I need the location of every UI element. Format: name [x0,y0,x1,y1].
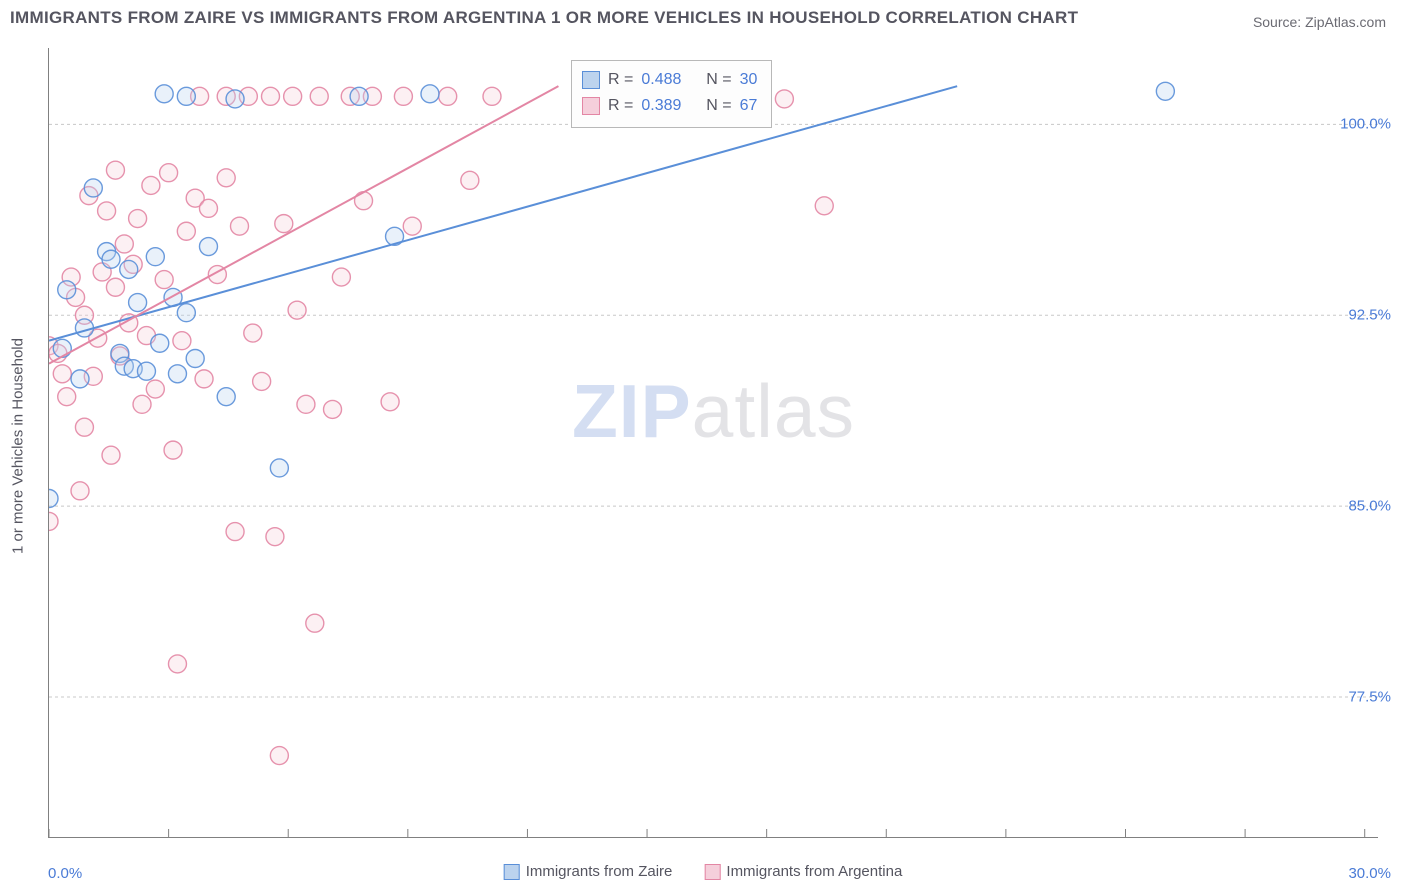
y-tick-label: 85.0% [1348,498,1391,515]
legend-swatch-series1-icon [504,864,520,880]
legend-swatch-series2-icon [704,864,720,880]
legend-label-series1: Immigrants from Zaire [526,863,673,880]
r-label: R = [608,93,633,119]
r-value-series2: 0.389 [641,93,681,119]
y-tick-label: 100.0% [1340,116,1391,133]
plot-area: R = 0.488 N = 30 R = 0.389 N = 67 ZIPatl… [48,48,1378,838]
legend-item-series2: Immigrants from Argentina [704,863,902,880]
legend-item-series1: Immigrants from Zaire [504,863,673,880]
r-label: R = [608,67,633,93]
chart-title: IMMIGRANTS FROM ZAIRE VS IMMIGRANTS FROM… [10,8,1078,28]
swatch-series2-icon [582,97,600,115]
y-tick-label: 77.5% [1348,689,1391,706]
x-tick-max: 30.0% [1348,865,1391,882]
y-tick-label: 92.5% [1348,307,1391,324]
scatter-svg [49,48,1378,837]
n-label: N = [706,67,731,93]
legend-label-series2: Immigrants from Argentina [726,863,902,880]
n-label: N = [706,93,731,119]
correlation-legend-box: R = 0.488 N = 30 R = 0.389 N = 67 [571,60,772,128]
x-tick-min: 0.0% [48,865,82,882]
corr-row-series1: R = 0.488 N = 30 [582,67,757,93]
n-value-series1: 30 [740,67,758,93]
y-axis-title: 1 or more Vehicles in Household [10,338,27,554]
corr-row-series2: R = 0.389 N = 67 [582,93,757,119]
swatch-series1-icon [582,71,600,89]
bottom-legend: Immigrants from Zaire Immigrants from Ar… [504,863,903,880]
n-value-series2: 67 [740,93,758,119]
source-attribution: Source: ZipAtlas.com [1253,14,1386,30]
r-value-series1: 0.488 [641,67,681,93]
